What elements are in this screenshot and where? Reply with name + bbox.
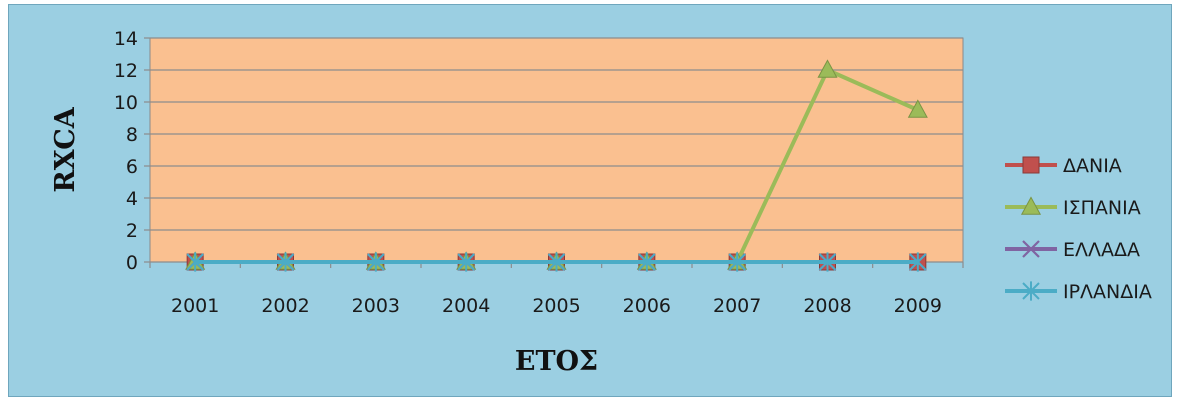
data-point (276, 252, 295, 272)
data-point (457, 252, 475, 272)
x-tick-label: 2006 (623, 295, 671, 317)
legend-item: ΔΑΝΙΑ (1005, 155, 1122, 177)
plot-area (149, 37, 964, 263)
data-point (817, 59, 838, 78)
legend-label: ΕΛΛΑΔΑ (1063, 239, 1140, 261)
data-point (1022, 240, 1040, 258)
y-tick-label: 10 (114, 92, 138, 114)
x-tick-label: 2003 (352, 295, 400, 317)
data-point (186, 252, 204, 272)
legend-label: ΔΑΝΙΑ (1063, 155, 1122, 177)
y-tick-label: 8 (126, 124, 138, 146)
data-point (907, 99, 928, 118)
x-tick-label: 2004 (442, 295, 490, 317)
data-point (1020, 196, 1042, 215)
data-point (638, 252, 656, 272)
legend-item: ΕΛΛΑΔΑ (1005, 239, 1140, 261)
y-tick-label: 4 (126, 188, 138, 210)
y-tick-label: 12 (114, 60, 138, 82)
x-tick-label: 2005 (532, 295, 580, 317)
y-tick-label: 14 (114, 28, 138, 50)
legend: ΔΑΝΙΑ ΙΣΠΑΝΙΑ ΕΛΛΑΔΑ ΙΡΛΑΝΔΙΑ (1005, 155, 1152, 303)
legend-label: ΙΡΛΑΝΔΙΑ (1063, 281, 1152, 303)
legend-item: ΙΣΠΑΝΙΑ (1005, 196, 1141, 219)
y-tick-label: 6 (126, 156, 138, 178)
y-axis-title: RXCA (50, 106, 81, 192)
x-tick-label: 2007 (713, 295, 761, 317)
y-tick-label: 0 (126, 252, 138, 274)
x-tick-label: 2001 (171, 295, 219, 317)
y-axis-ticks: 0 2 4 6 8 10 12 14 (114, 28, 150, 274)
data-point (367, 252, 385, 272)
data-point (1022, 156, 1040, 174)
y-tick-label: 2 (126, 220, 138, 242)
x-axis-title: ΕΤΟΣ (515, 346, 598, 377)
x-tick-label: 2008 (803, 295, 851, 317)
x-tick-label: 2002 (261, 295, 309, 317)
series-3 (186, 252, 927, 272)
data-point (909, 252, 927, 272)
series-lines (185, 59, 928, 272)
data-point (547, 252, 566, 272)
legend-item: ΙΡΛΑΝΔΙΑ (1005, 281, 1152, 303)
data-point (1022, 281, 1040, 301)
data-point (728, 252, 746, 272)
x-axis-ticks: 2001 2002 2003 2004 2005 2006 2007 2008 2009 (149, 262, 964, 317)
data-point (818, 252, 837, 272)
x-tick-label: 2009 (894, 295, 942, 317)
legend-label: ΙΣΠΑΝΙΑ (1063, 197, 1141, 219)
